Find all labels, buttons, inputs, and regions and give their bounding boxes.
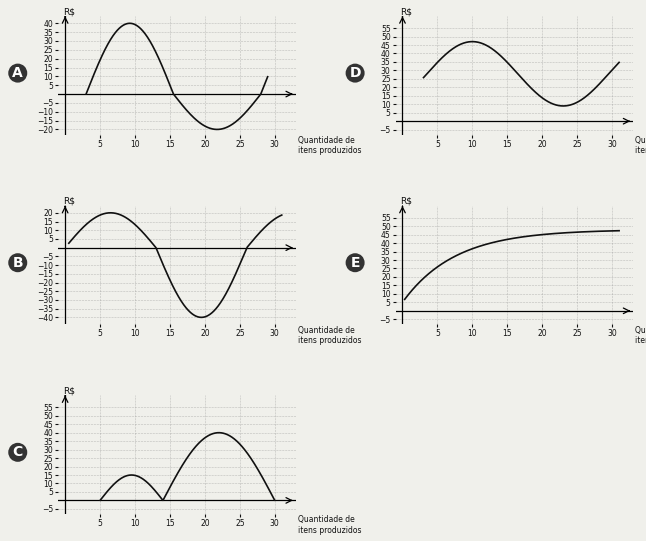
- Text: Quantidade de
itens produzidos: Quantidade de itens produzidos: [298, 515, 362, 535]
- Text: Quantidade de
itens produzidos: Quantidade de itens produzidos: [298, 326, 362, 345]
- Text: R$: R$: [401, 197, 412, 206]
- Text: R$: R$: [63, 197, 75, 206]
- Text: A: A: [12, 66, 23, 80]
- Text: B: B: [12, 256, 23, 270]
- Text: Quantidade de
itens produzidos: Quantidade de itens produzidos: [298, 136, 362, 155]
- Text: D: D: [349, 66, 361, 80]
- Text: Quantidade de
itens produzidos: Quantidade de itens produzidos: [636, 326, 646, 345]
- Text: R$: R$: [63, 7, 75, 16]
- Text: Quantidade de
itens produzidos: Quantidade de itens produzidos: [636, 136, 646, 155]
- Text: E: E: [350, 256, 360, 270]
- Text: C: C: [13, 445, 23, 459]
- Text: R$: R$: [401, 7, 412, 16]
- Text: R$: R$: [63, 386, 75, 395]
